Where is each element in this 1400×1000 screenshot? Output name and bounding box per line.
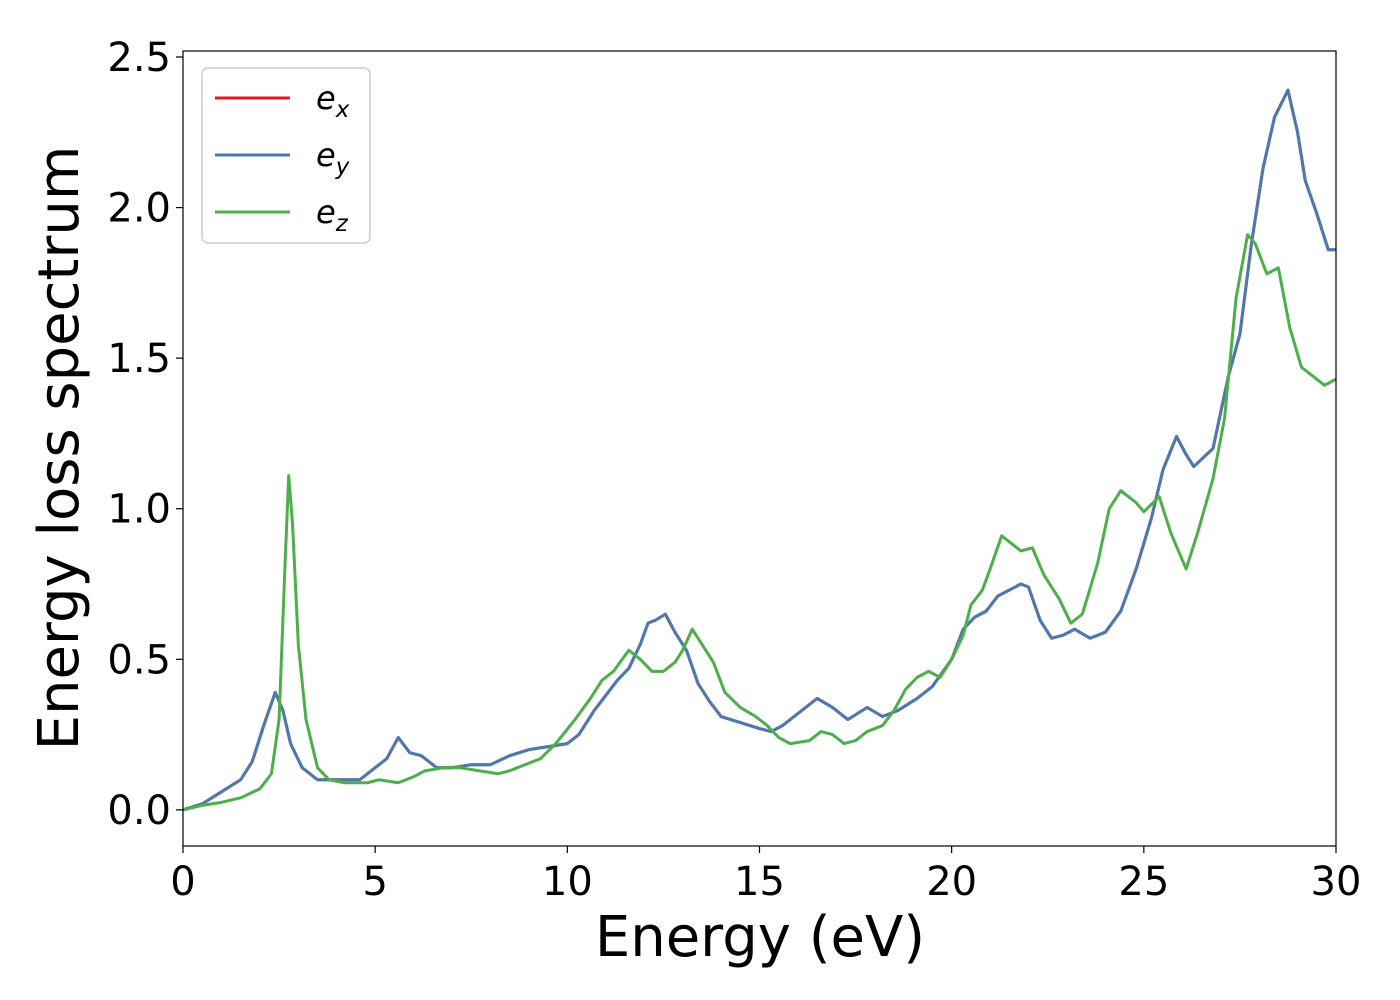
x-tick-label: 5: [362, 859, 387, 905]
series-line-ey: [183, 88, 1336, 812]
y-tick-label: 2.0: [107, 186, 171, 232]
legend-subscript: z: [335, 211, 349, 237]
legend-subscript: y: [335, 154, 350, 180]
x-tick-label: 20: [926, 859, 977, 905]
legend-label-ex: ex: [316, 79, 350, 123]
plot-area: [183, 88, 1336, 812]
series-line-ez: [183, 233, 1336, 812]
y-tick-label: 1.0: [107, 487, 171, 533]
y-tick-label: 0.0: [107, 788, 171, 834]
x-tick-label: 25: [1118, 859, 1169, 905]
axes: 0 5 10 15 20 25 30 0.0 0.5 1.0 1.5 2.0 2.5: [107, 35, 1361, 905]
x-tick-label: 0: [170, 859, 195, 905]
y-tick-label: 1.5: [107, 336, 171, 382]
x-tick-label: 10: [542, 859, 593, 905]
legend-subscript: x: [335, 97, 350, 123]
x-tick-label: 30: [1311, 859, 1362, 905]
y-axis-title: Energy loss spectrum: [27, 146, 92, 751]
x-tick-label: 15: [734, 859, 785, 905]
y-tick-label: 2.5: [107, 35, 171, 81]
x-axis-title: Energy (eV): [595, 905, 925, 970]
y-tick-label: 0.5: [107, 637, 171, 683]
